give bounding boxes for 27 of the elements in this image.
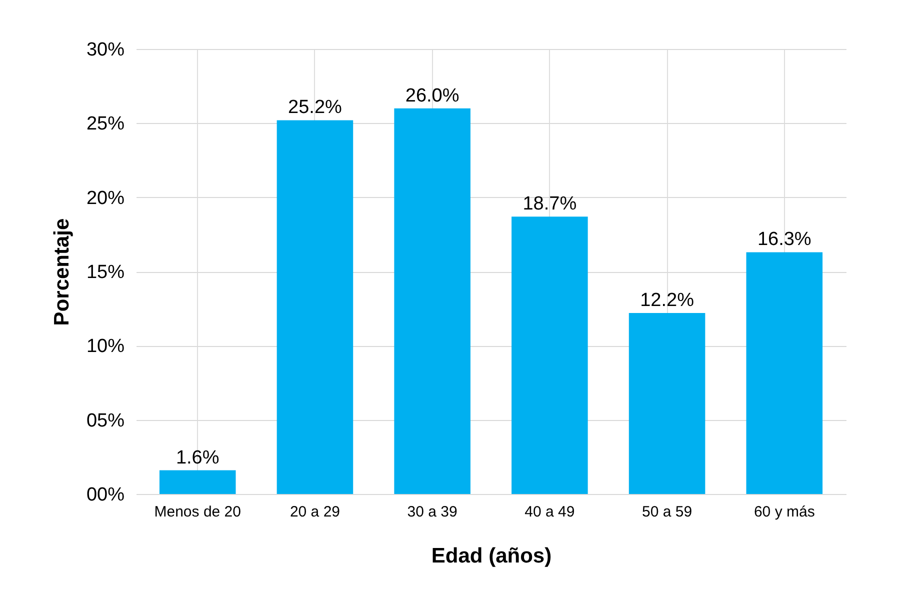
x-tick-label: 60 y más	[754, 504, 815, 520]
data-label: 16.3%	[757, 229, 812, 250]
y-tick-label: 10%	[86, 336, 125, 358]
bar	[394, 108, 470, 494]
data-label: 25.2%	[288, 97, 342, 118]
x-tick-label: 20 a 29	[290, 504, 340, 520]
y-tick-label: 05%	[86, 410, 125, 432]
bar	[746, 252, 823, 494]
x-tick-label: 30 a 39	[407, 504, 458, 520]
y-tick-label: 25%	[86, 114, 125, 135]
x-axis-title: Edad (años)	[431, 544, 552, 568]
x-tick-label: Menos de 20	[154, 504, 241, 520]
bar	[628, 313, 706, 494]
y-tick-label: 20%	[86, 188, 125, 209]
bar	[276, 120, 354, 494]
data-label: 12.2%	[640, 290, 694, 312]
y-axis-title: Porcentaje	[50, 218, 74, 326]
x-tick-label: 50 a 59	[642, 504, 692, 520]
y-tick-label: 00%	[86, 484, 125, 506]
bar	[159, 470, 236, 494]
y-tick-label: 15%	[86, 262, 125, 283]
y-tick-label: 30%	[86, 40, 125, 60]
x-tick-label: 40 a 49	[524, 504, 575, 520]
data-label: 18.7%	[522, 194, 577, 215]
data-label: 1.6%	[176, 447, 220, 468]
bar	[512, 216, 588, 494]
data-label: 26.0%	[405, 85, 460, 106]
